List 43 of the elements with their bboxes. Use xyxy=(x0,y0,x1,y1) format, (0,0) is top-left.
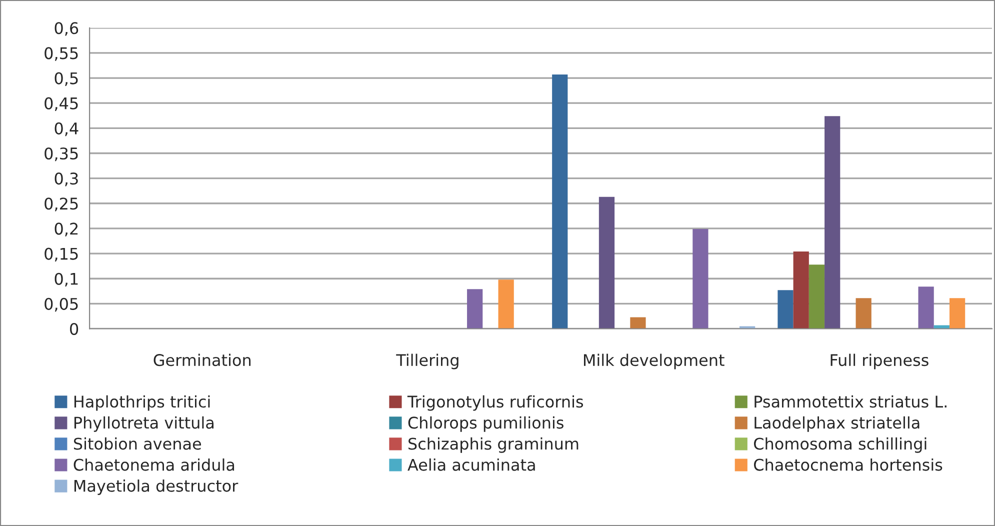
bar xyxy=(467,289,483,329)
y-tick-label: 0,1 xyxy=(54,272,78,287)
legend-label: Psammotettix striatus L. xyxy=(754,395,946,408)
legend-label: Laodelphax striatella xyxy=(754,416,920,432)
x-tick-label: Tillering xyxy=(396,354,458,370)
legend-label: Aelia acuminata xyxy=(408,458,535,471)
bar xyxy=(498,280,514,329)
bar xyxy=(856,298,872,329)
legend-label: Phyllotreta vittula xyxy=(74,416,214,432)
legend-label: Haplothrips tritici xyxy=(74,395,210,411)
y-tick-label: 0 xyxy=(70,322,78,336)
legend-label: Schizaphis graminum xyxy=(408,437,578,453)
bar xyxy=(793,252,809,329)
y-tick-label: 0,45 xyxy=(44,97,78,112)
legend-label: Chlorops pumilionis xyxy=(408,416,564,432)
y-tick-label: 0,05 xyxy=(44,298,78,312)
legend-label: Chomosoma schillingi xyxy=(754,437,926,453)
legend-label: Trigonotylus ruficornis xyxy=(407,395,584,411)
x-tick-label: Full ripeness xyxy=(830,354,928,370)
y-tick-label: 0,6 xyxy=(54,22,78,36)
y-tick-label: 0,25 xyxy=(44,198,78,212)
y-tick-label: 0,55 xyxy=(44,47,78,61)
y-tick-label: 0,3 xyxy=(54,172,78,186)
y-tick-label: 0,5 xyxy=(54,72,78,86)
x-tick-label: Milk development xyxy=(584,354,724,370)
y-tick-label: 0,35 xyxy=(44,147,78,162)
y-tick-label: 0,15 xyxy=(44,248,78,262)
legend-label: Sitobion avenae xyxy=(74,437,202,450)
legend-label: Chaetocnema hortensis xyxy=(754,458,942,471)
bar xyxy=(949,298,966,329)
bar xyxy=(552,74,568,329)
legend-label: Mayetiola destructor xyxy=(74,480,238,495)
bar xyxy=(824,116,840,329)
legend-label: Chaetonema aridula xyxy=(74,458,234,471)
bar xyxy=(630,317,646,329)
bar xyxy=(778,290,794,329)
y-tick-label: 0,2 xyxy=(54,222,78,236)
bar xyxy=(692,228,708,329)
bar xyxy=(808,264,825,329)
y-tick-label: 0,4 xyxy=(54,122,78,136)
x-tick-label: Germination xyxy=(154,354,250,366)
bar xyxy=(598,196,615,329)
bar xyxy=(918,286,934,329)
